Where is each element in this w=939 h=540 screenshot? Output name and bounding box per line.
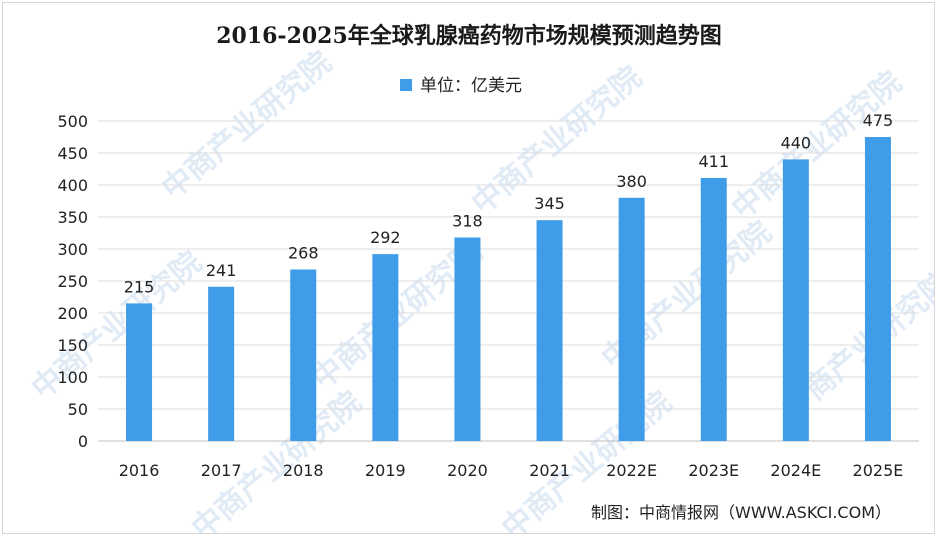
data-label: 440 xyxy=(781,133,812,152)
y-tick-label: 350 xyxy=(57,208,88,227)
bar xyxy=(700,177,727,441)
y-tick-label: 250 xyxy=(57,272,88,291)
watermark-text: 中商产业研究院 xyxy=(155,45,338,207)
legend-label: 单位：亿美元 xyxy=(420,76,522,96)
data-label: 241 xyxy=(206,261,237,280)
data-label: 411 xyxy=(698,152,729,171)
data-label: 292 xyxy=(370,228,401,247)
chart-title: 2016-2025年全球乳腺癌药物市场规模预测趋势图 xyxy=(216,23,722,49)
watermark-text: 中商产业研究院 xyxy=(25,245,208,407)
data-label: 475 xyxy=(863,111,894,130)
x-tick-label: 2020 xyxy=(447,461,488,480)
source-note: 制图：中商情报网（WWW.ASKCI.COM） xyxy=(591,503,891,522)
bar xyxy=(372,254,399,441)
x-tick-label: 2025E xyxy=(853,461,904,480)
legend-swatch xyxy=(400,79,412,91)
x-axis-ticks: 2016 2017 2018 2019 2020 2021 2022E 2023E 2024E 2… xyxy=(119,461,904,480)
y-tick-label: 0 xyxy=(78,432,88,451)
y-tick-label: 400 xyxy=(57,176,88,195)
bar xyxy=(454,237,481,441)
bars xyxy=(126,137,891,441)
x-tick-label: 2021 xyxy=(529,461,570,480)
bar xyxy=(536,220,563,441)
x-tick-label: 2016 xyxy=(119,461,160,480)
x-tick-label: 2019 xyxy=(365,461,406,480)
x-tick-label: 2017 xyxy=(201,461,242,480)
x-tick-label: 2022E xyxy=(606,461,657,480)
legend: 单位：亿美元 xyxy=(400,76,522,96)
y-tick-label: 150 xyxy=(57,336,88,355)
data-labels: 215 241 268 292 318 345 380 411 440 475 xyxy=(124,111,893,296)
y-tick-label: 50 xyxy=(68,400,88,419)
data-label: 268 xyxy=(288,243,319,262)
chart-frame: 中商产业研究院 中商产业研究院 中商产业研究院 中商产业研究院 中商产业研究院 中商产业研… xyxy=(2,2,935,534)
y-tick-label: 450 xyxy=(57,144,88,163)
bar xyxy=(290,269,317,441)
y-tick-label: 200 xyxy=(57,304,88,323)
data-label: 380 xyxy=(616,172,647,191)
y-tick-label: 500 xyxy=(57,112,88,131)
y-axis-ticks: 0 50 100 150 200 250 300 350 400 450 500 xyxy=(57,112,88,451)
bar xyxy=(618,197,645,441)
bar xyxy=(126,303,153,441)
bar xyxy=(864,137,891,441)
data-label: 215 xyxy=(124,277,155,296)
x-tick-label: 2023E xyxy=(688,461,739,480)
data-label: 345 xyxy=(534,194,565,213)
data-label: 318 xyxy=(452,211,483,230)
y-tick-label: 300 xyxy=(57,240,88,259)
bar xyxy=(208,286,235,441)
y-tick-label: 100 xyxy=(57,368,88,387)
x-tick-label: 2024E xyxy=(770,461,821,480)
x-tick-label: 2018 xyxy=(283,461,324,480)
bar xyxy=(782,159,809,441)
grid-lines xyxy=(98,120,919,442)
